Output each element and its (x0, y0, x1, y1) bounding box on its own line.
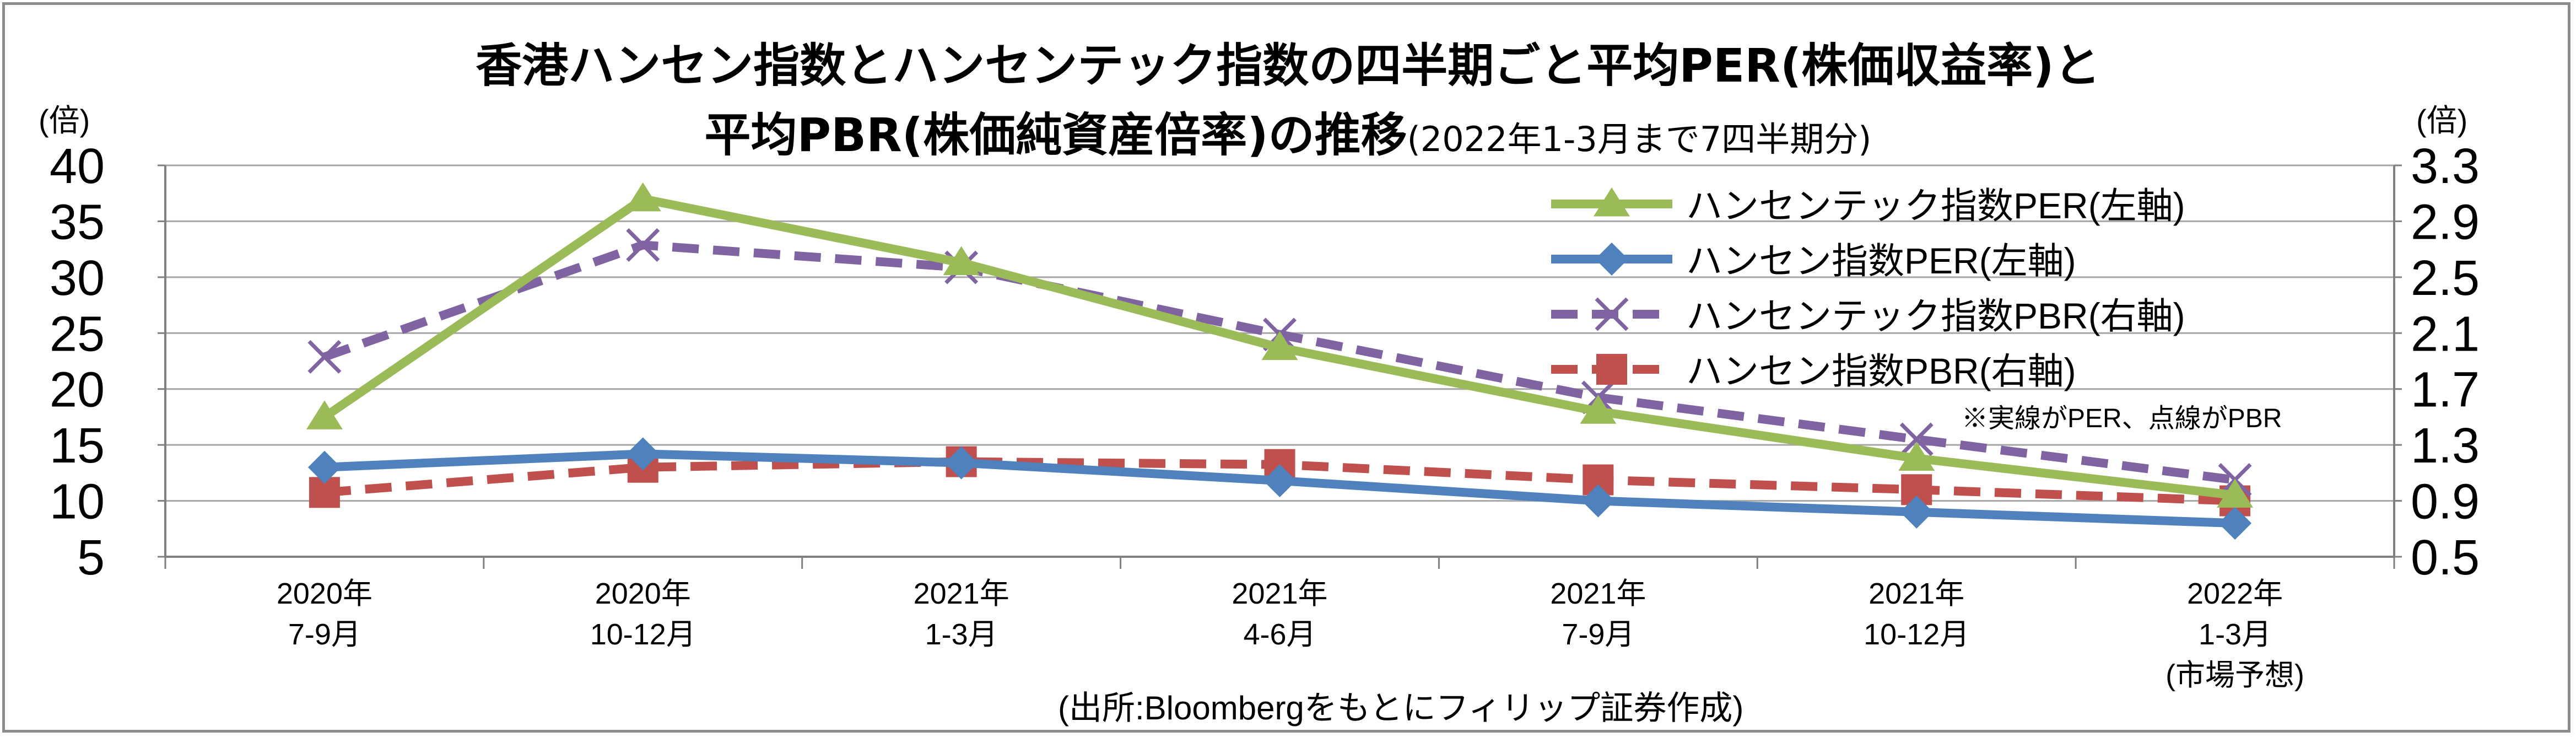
x-axis-tick-label: 2020年 10-12月 (590, 577, 696, 651)
x-axis-tick-label: 2022年 1-3月(市場予想) (2165, 577, 2304, 692)
data-point (306, 400, 343, 429)
legend-label: ハンセン指数PER(左軸) (1686, 240, 2076, 281)
left-axis-tick-label: 15 (50, 418, 105, 474)
data-point (2218, 507, 2252, 540)
right-axis-tick-label: 1.3 (2411, 418, 2480, 474)
x-axis-tick-label: 2021年 4-6月 (1232, 577, 1327, 651)
x-axis-tick-label: 2020年 7-9月 (277, 577, 372, 651)
left-axis-tick-label: 30 (50, 251, 105, 306)
right-axis-tick-label: 0.9 (2411, 475, 2480, 530)
right-axis-tick-label: 3.3 (2411, 139, 2480, 194)
chart-title-line1: 香港ハンセン指数とハンセンテック指数の四半期ごと平均PER(株価収益率)と (476, 39, 2100, 93)
right-axis-tick-label: 2.9 (2411, 195, 2480, 250)
chart-legend: ハンセンテック指数PER(左軸) ハンセン指数PER(左軸) ハンセンテック指数PB… (1551, 185, 2185, 391)
data-point (626, 437, 660, 471)
data-point (1263, 464, 1297, 498)
legend-label: ハンセン指数PBR(右軸) (1686, 351, 2076, 391)
right-axis-tick-label: 1.7 (2411, 363, 2480, 418)
data-point (307, 340, 342, 374)
chart-title-note: (2022年1-3月まで7四半期分) (1407, 119, 1872, 159)
right-axis-tick-label: 0.5 (2411, 530, 2480, 585)
chart-title-line2: 平均PBR(株価純資産倍率)の推移(2022年1-3月まで7四半期分) (0, 98, 2576, 165)
source-note: (出所:Bloombergをもとにフィリップ証券作成) (1058, 690, 1743, 727)
data-point (944, 446, 978, 480)
left-axis-tick-label: 40 (50, 139, 105, 194)
left-axis-tick-label: 35 (50, 195, 105, 250)
legend-marker (1595, 297, 1629, 331)
left-axis-tick-label: 10 (50, 475, 105, 530)
left-axis-tick-label: 5 (77, 530, 105, 585)
data-point (1899, 422, 1934, 456)
data-point (307, 450, 341, 484)
x-axis-tick-label: 2021年 10-12月 (1864, 577, 1969, 651)
chart-series (306, 182, 2254, 540)
data-point (1261, 331, 1298, 361)
x-axis-tick-label: 2021年 7-9月 (1550, 577, 1646, 651)
left-axis-tick-label: 20 (50, 363, 105, 418)
chart-title-line2-main: 平均PBR(株価純資産倍率)の推移 (704, 108, 1407, 162)
left-axis-tick-label: 25 (50, 306, 105, 362)
right-axis-tick-label: 2.1 (2411, 306, 2480, 362)
data-point (943, 246, 980, 275)
legend-label: ハンセンテック指数PER(左軸) (1686, 185, 2185, 226)
legend-marker (1596, 354, 1627, 385)
data-point (1580, 395, 1617, 424)
legend-marker (1594, 187, 1630, 217)
data-point (2217, 478, 2254, 508)
right-axis-tick-label: 2.5 (2411, 251, 2480, 306)
data-point (1898, 442, 1935, 471)
left-axis-unit: (倍) (39, 103, 90, 138)
data-point (626, 228, 660, 262)
chart-axes: 40 3.3 35 2.9 30 2.5 25 2.1 20 1.7 15 1.3 10 0.9 5 0.5 2… (50, 139, 2480, 692)
legend-marker (1595, 243, 1628, 276)
data-point (624, 182, 661, 212)
legend-label: ハンセンテック指数PBR(右軸) (1686, 295, 2185, 336)
data-point (1900, 495, 1934, 529)
x-axis-tick-label: 2021年 1-3月 (914, 577, 1009, 651)
right-axis-unit: (倍) (2416, 103, 2467, 138)
line-style-annotation: ※実線がPER、点線がPBR (1962, 404, 2282, 433)
data-point (1581, 484, 1615, 518)
